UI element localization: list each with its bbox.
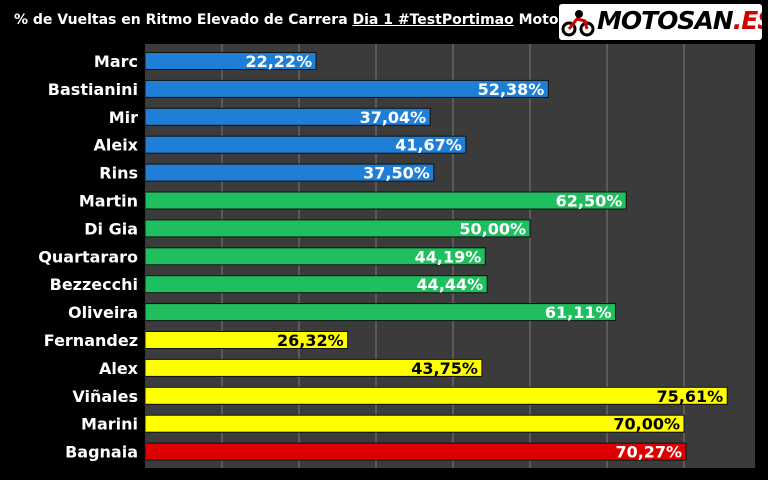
category-label: Quartararo — [38, 247, 138, 266]
data-label: 70,00% — [613, 415, 680, 434]
data-label: 50,00% — [459, 219, 526, 238]
data-label: 44,19% — [415, 247, 482, 266]
chart-title: % de Vueltas en Ritmo Elevado de Carrera… — [14, 12, 580, 28]
bar-10 — [144, 331, 349, 349]
motosan-logo: MOTOSAN.ES — [559, 4, 762, 40]
category-label: Martin — [79, 192, 138, 211]
bar-9 — [144, 303, 617, 322]
bar-8 — [144, 275, 488, 294]
category-labels: Marc Bastianini Mir Aleix Rins Martin Di Gia Qu… — [38, 52, 138, 462]
title-text: % de Vueltas en Ritmo Elevado de Carrera — [14, 12, 353, 28]
data-label: 26,32% — [277, 331, 344, 350]
category-label: Viñales — [72, 387, 138, 406]
data-label: 61,11% — [545, 303, 612, 322]
bars — [144, 52, 728, 461]
category-label: Di Gia — [84, 219, 138, 238]
category-label: Bastianini — [48, 80, 138, 99]
data-label: 52,38% — [478, 80, 545, 99]
logo-suffix: .ES — [732, 6, 762, 35]
data-label: 44,44% — [417, 275, 484, 294]
bar-7 — [144, 247, 486, 266]
bar-13 — [144, 414, 685, 433]
data-label: 37,50% — [363, 164, 430, 183]
category-label: Marini — [81, 415, 138, 434]
motorbike-icon — [561, 10, 595, 37]
category-label: Oliveira — [68, 303, 138, 322]
bar-0 — [144, 52, 317, 70]
bar-11 — [144, 358, 483, 377]
data-label: 43,75% — [411, 359, 478, 378]
data-label: 62,50% — [556, 192, 623, 211]
logo-main: MOTOSAN — [597, 6, 734, 35]
category-label: Bagnaia — [65, 443, 138, 462]
category-label: Aleix — [93, 136, 138, 155]
bar-12 — [144, 386, 728, 405]
bar-3 — [144, 135, 467, 154]
value-labels: 22,22% 52,38% 37,04% 41,67% 37,50% 62,50% 50,0… — [245, 52, 723, 462]
data-label: 75,61% — [657, 387, 724, 406]
data-label: 41,67% — [395, 136, 462, 155]
bar-14 — [144, 442, 687, 461]
bar-2 — [144, 107, 431, 126]
bar-5 — [144, 191, 627, 210]
category-label: Marc — [94, 52, 138, 71]
bar-4 — [144, 163, 435, 182]
category-label: Alex — [99, 359, 139, 378]
title-event: Dia 1 #TestPortimao — [352, 12, 514, 28]
data-label: 70,27% — [615, 443, 682, 462]
data-label: 22,22% — [245, 52, 312, 71]
data-label: 37,04% — [360, 108, 427, 127]
category-label: Fernandez — [44, 331, 138, 350]
category-label: Mir — [109, 108, 138, 127]
bar-1 — [144, 79, 549, 98]
category-label: Rins — [99, 164, 138, 183]
logo-text: MOTOSAN.ES — [597, 6, 762, 35]
category-label: Bezzecchi — [50, 275, 138, 294]
bar-6 — [144, 219, 531, 238]
